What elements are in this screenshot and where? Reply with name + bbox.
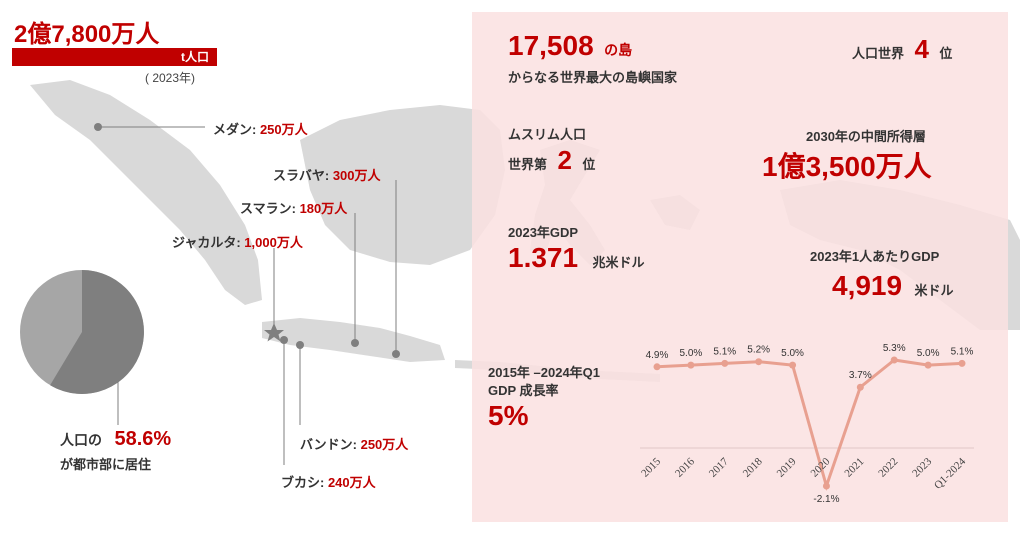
gdp-data-label: 5.3% [883, 343, 906, 354]
gdp-data-label: 5.1% [713, 346, 736, 357]
urban-pie-chart [20, 270, 144, 394]
gdp-point [822, 482, 830, 490]
urban-caption: 人口の 58.6% [60, 428, 172, 450]
gdp-point [687, 361, 695, 369]
gdp-point [721, 359, 729, 367]
population-value: 2億7,800万人 [14, 21, 160, 48]
gdp-data-label: -2.1% [813, 494, 839, 505]
city-bekasi: ブカシ: 240万人 [281, 475, 376, 490]
gdp-stat: 1.371 兆米ドル [508, 242, 645, 273]
urban-caption-suffix: が都市部に居住 [60, 457, 152, 472]
x-tick-label: 2015 [639, 455, 663, 479]
kalimantan-island [300, 105, 505, 265]
surabaya-dot [392, 350, 400, 358]
gdp-label: 2023年GDP [508, 225, 579, 240]
gdp-data-label: 5.0% [917, 348, 940, 359]
city-surabaya: スラバヤ: 300万人 [273, 168, 381, 183]
jakarta-star-icon [264, 323, 284, 342]
population-year: ( 2023年) [145, 71, 196, 85]
city-bandung: バンドン: 250万人 [300, 437, 409, 452]
bekasi-dot [280, 336, 288, 344]
x-tick-label: 2023 [910, 455, 934, 479]
growth-label-1: 2015年 –2024年Q1 [488, 365, 601, 380]
gdppc-stat: 4,919 米ドル [832, 270, 954, 301]
population-label-bar: t人口 [12, 48, 217, 66]
gdp-point [755, 358, 763, 366]
islands-stat: 17,508 の島 [508, 30, 633, 61]
muslim-label: ムスリム人口 [508, 127, 587, 142]
gdp-point [856, 383, 864, 391]
city-medan: メダン: 250万人 [213, 122, 308, 137]
pop-rank-stat: 人口世界 4 位 [852, 34, 953, 64]
gdppc-label: 2023年1人あたりGDP [810, 249, 940, 264]
gdp-point [789, 361, 797, 369]
x-tick-label: Q1-2024 [932, 455, 968, 491]
x-tick-label: 2022 [876, 456, 900, 480]
stats-panel [472, 12, 1008, 522]
gdp-point [653, 363, 661, 371]
x-tick-label: 2019 [775, 455, 799, 479]
gdp-data-label: 3.7% [849, 370, 872, 381]
gdp-data-label: 5.0% [781, 348, 804, 359]
x-tick-label: 2021 [842, 456, 866, 480]
gdp-growth-line [656, 358, 963, 492]
semarang-dot [351, 339, 359, 347]
growth-label-2: GDP 成長率 [488, 383, 559, 398]
bandung-dot [296, 341, 304, 349]
middle-class-value: 1億3,500万人 [762, 151, 932, 182]
gdp-point [958, 359, 966, 367]
city-jakarta: ジャカルタ: 1,000万人 [172, 235, 303, 250]
medan-dot [94, 123, 102, 131]
gdp-data-label: 5.1% [951, 346, 974, 357]
islands-caption: からなる世界最大の島嶼国家 [508, 70, 678, 85]
city-semarang: スマラン: 180万人 [240, 201, 348, 216]
middle-class-label: 2030年の中間所得層 [806, 129, 926, 144]
sumatra-island [30, 80, 262, 305]
muslim-stat: 世界第 2 位 [508, 145, 596, 175]
x-tick-label: 2017 [707, 455, 731, 479]
gdp-growth-chart: 4.9% 5.0% 5.1% 5.2% 5.0% -2.1% 3.7% 5.3% 5.0% 5.1… [639, 343, 974, 505]
gdp-point [890, 356, 898, 364]
urban-leader [117, 335, 119, 425]
gdp-data-label: 5.2% [747, 345, 770, 356]
x-tick-label: 2016 [673, 455, 697, 479]
growth-value: 5% [488, 400, 529, 431]
x-tick-label: 2018 [741, 455, 765, 479]
gdp-data-label: 4.9% [646, 350, 669, 361]
gdp-point [924, 361, 932, 369]
pie-urban-slice [50, 270, 144, 394]
gdp-data-label: 5.0% [679, 348, 702, 359]
